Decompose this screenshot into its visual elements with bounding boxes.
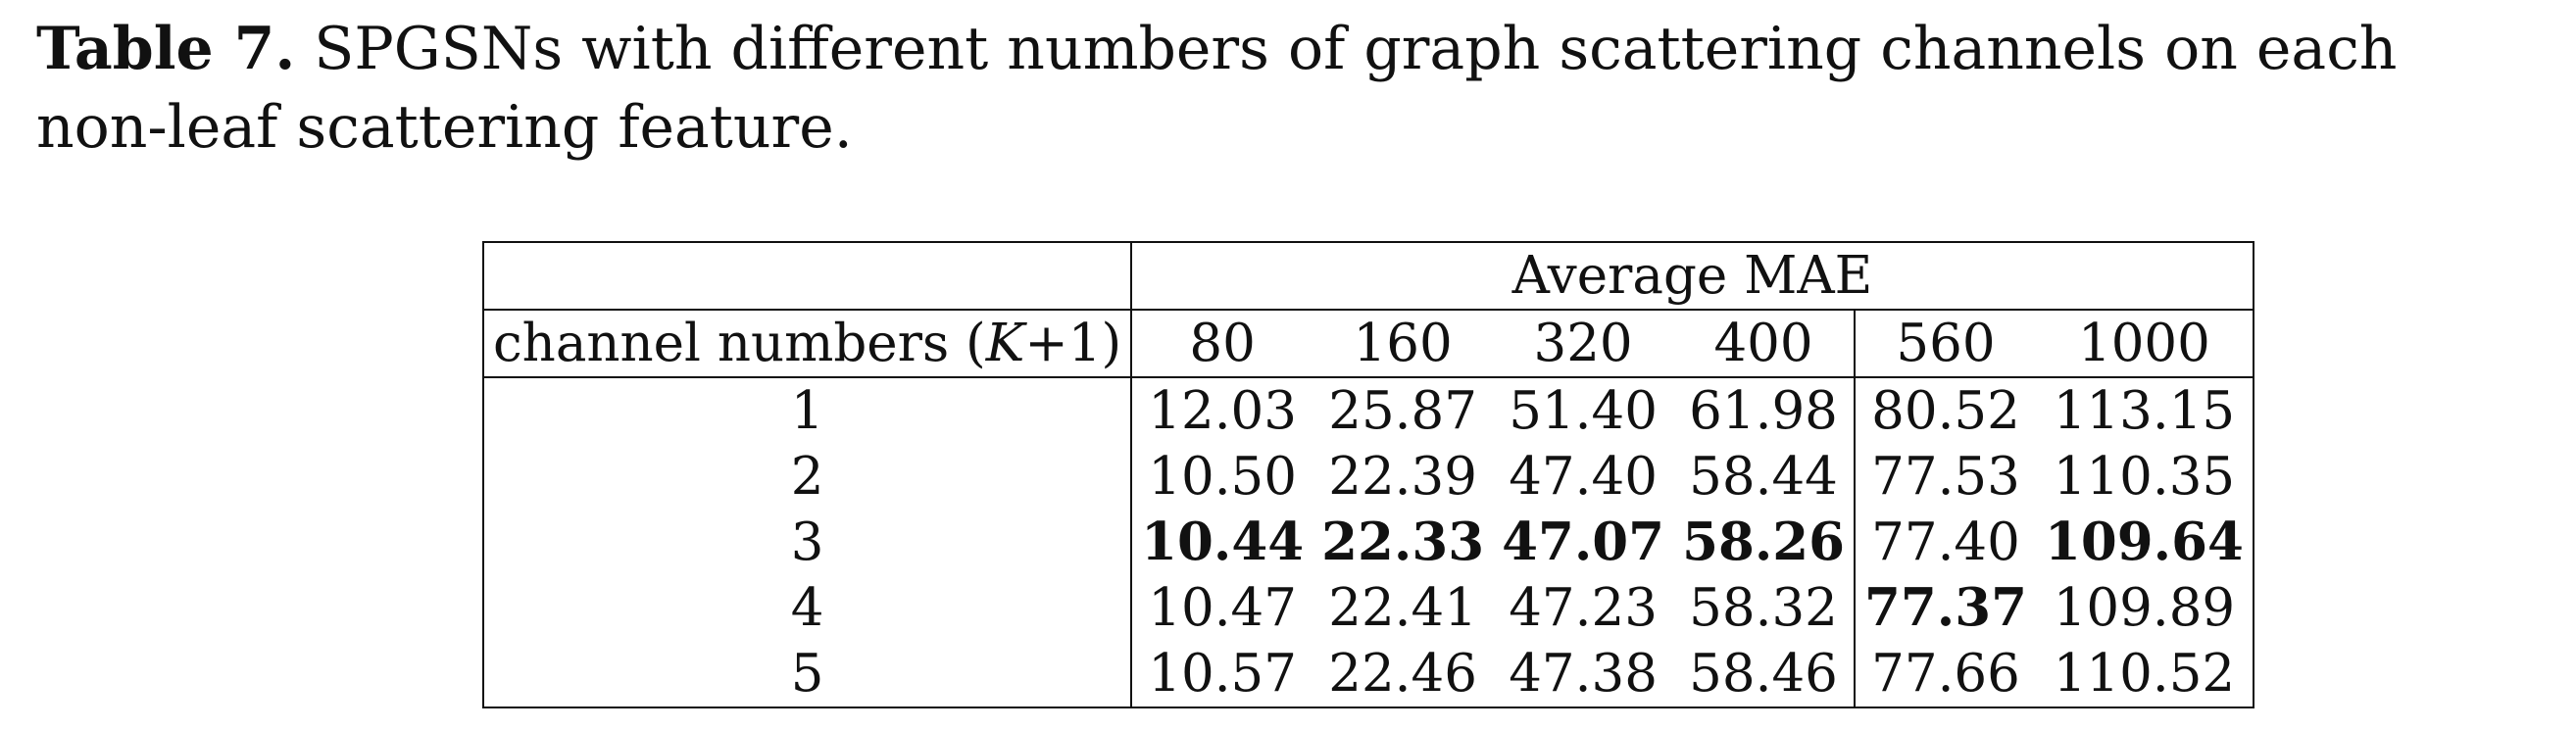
table-row: 2 10.50 22.39 47.40 58.44 77.53 110.35 [481,444,2254,510]
value-cell: 113.15 [2036,377,2254,444]
value-cell: 61.98 [1673,377,1857,444]
value-cell: 80.52 [1871,381,2020,441]
value-cell: 12.03 [1148,381,1297,441]
table-row: 1 12.03 25.87 51.40 61.98 80.52 113.15 [481,377,2254,444]
column-header-560: 560 [1855,310,2036,378]
first-column-header-suffix: +1) [1024,314,1122,373]
first-column-header-prefix: channel numbers ( [493,314,986,373]
first-column-header-variable: K [985,314,1025,373]
value-cell: 10.50 [1148,447,1297,507]
value-cell: 77.37 [1864,577,2027,638]
value-cell: 58.32 [1673,575,1857,641]
value-cell: 58.26 [1673,510,1857,575]
table-row: 5 10.57 22.46 47.38 58.46 77.66 110.52 [481,641,2254,708]
results-table-wrapper: Average MAE channel numbers (K+1) 80 160… [481,241,2254,708]
row-label-cell: 1 [481,377,1133,444]
group-header-row: Average MAE [481,241,2254,311]
row-label-cell: 4 [481,575,1133,641]
value-cell: 22.33 [1321,512,1485,572]
column-header-80: 80 [1131,310,1313,378]
caption-text: SPGSNs with different numbers of graph s… [36,15,2398,162]
caption-label: Table 7. [36,15,296,83]
value-cell: 47.38 [1493,641,1674,708]
value-cell: 47.40 [1509,447,1658,507]
value-cell: 22.39 [1328,447,1477,507]
column-header-1000: 1000 [2036,310,2254,378]
value-cell: 47.07 [1502,512,1665,572]
value-cell: 25.87 [1328,381,1477,441]
results-table: Average MAE channel numbers (K+1) 80 160… [481,241,2254,708]
column-header-320: 320 [1493,310,1674,378]
value-cell: 109.64 [2036,510,2254,575]
column-header-400: 400 [1673,310,1857,378]
value-cell: 47.23 [1509,578,1658,638]
table-caption: Table 7. SPGSNs with different numbers o… [36,10,2546,167]
first-column-header: channel numbers (K+1) [481,309,1133,378]
table-row: 4 10.47 22.41 47.23 58.32 77.37 109.89 [481,575,2254,641]
value-cell: 10.44 [1141,512,1305,572]
value-cell: 77.66 [1855,641,2036,708]
value-cell: 51.40 [1509,381,1658,441]
value-cell: 10.57 [1131,641,1313,708]
value-cell: 58.46 [1673,641,1857,708]
value-cell: 22.41 [1328,578,1477,638]
row-label-cell: 2 [481,444,1133,510]
table-row: 3 10.44 22.33 47.07 58.26 77.40 109.64 [481,510,2254,575]
empty-corner-cell [481,241,1133,310]
value-cell: 58.44 [1673,444,1857,510]
value-cell: 77.40 [1871,512,2020,572]
row-label-cell: 3 [481,510,1133,575]
group-header-average-mae: Average MAE [1131,241,2254,311]
value-cell: 22.46 [1313,641,1494,708]
value-cell: 110.35 [2036,444,2254,510]
value-cell: 10.47 [1148,578,1297,638]
value-cell: 109.89 [2036,575,2254,641]
value-cell: 110.52 [2036,641,2254,708]
row-label-cell: 5 [481,641,1133,708]
column-header-row: channel numbers (K+1) 80 160 320 400 560… [481,309,2254,378]
column-header-160: 160 [1313,310,1494,378]
table-body: 1 12.03 25.87 51.40 61.98 80.52 113.15 2 10.50 22… [481,377,2254,708]
value-cell: 77.53 [1871,447,2020,507]
